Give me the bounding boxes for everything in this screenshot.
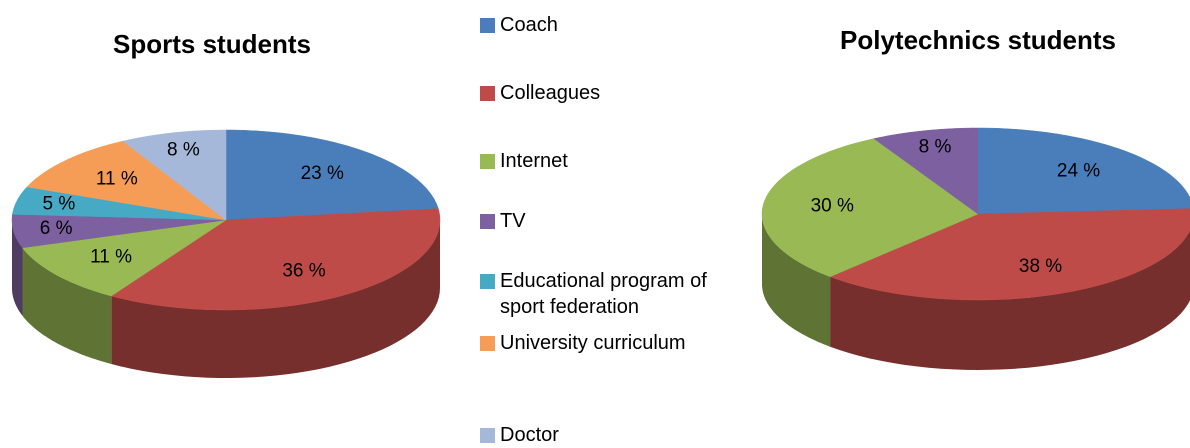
data-label: 36 % [282, 261, 325, 282]
legend-entry: University curriculum [480, 330, 735, 356]
slice [22, 219, 227, 297]
slice [12, 186, 227, 221]
chart-title: Polytechnics students [840, 25, 1116, 55]
slice [11, 214, 227, 249]
slice [26, 140, 227, 221]
slice-side [762, 214, 831, 347]
slice [873, 127, 979, 215]
legend-label: Internet [500, 150, 568, 172]
legend-entry: Doctor [480, 422, 735, 448]
chart-title: Sports students [113, 29, 311, 59]
legend-label: Coach [500, 14, 558, 36]
legend-entry: Coach [480, 12, 735, 38]
legend-label: TV [500, 210, 526, 232]
legend-label: Colleagues [500, 82, 601, 104]
data-label: 11 % [96, 169, 138, 190]
legend-entry: TV [480, 208, 735, 234]
page: Sports students 23 % 36 % 11 % 6 % 5 % 11 % 8 %… [11, 12, 1190, 446]
legend-swatch [480, 154, 495, 169]
data-label: 5 % [43, 193, 76, 214]
slice [829, 208, 1190, 301]
data-label: 24 % [1057, 160, 1100, 181]
legend-swatch [480, 214, 495, 229]
data-label: 6 % [40, 218, 73, 239]
legend-label: University curriculum [500, 332, 686, 354]
legend-entry: Colleagues [480, 80, 735, 106]
slice [761, 138, 979, 277]
legend-swatch [480, 274, 495, 289]
slice [225, 129, 439, 221]
slice [122, 129, 227, 221]
data-label: 23 % [301, 163, 344, 184]
legend-label: Educational program of sport federation [500, 270, 707, 318]
data-label: 8 % [919, 136, 952, 157]
slice [977, 127, 1190, 215]
legend-swatch [480, 86, 495, 101]
data-label: 8 % [167, 139, 200, 160]
data-label: 38 % [1019, 256, 1062, 277]
legend-swatch [480, 336, 495, 351]
legend-label: Doctor [500, 424, 559, 446]
slice-side [830, 230, 1190, 370]
legend-swatch [480, 18, 495, 33]
data-label: 11 % [90, 247, 132, 268]
legend-swatch [480, 428, 495, 443]
slice-side [111, 220, 441, 378]
data-label: 30 % [811, 196, 854, 217]
slice-side [22, 247, 112, 364]
slice-side [12, 220, 23, 316]
slice [110, 208, 441, 311]
charts: Sports students 23 % 36 % 11 % 6 % 5 % 11 % 8 %… [11, 25, 1190, 378]
legend-entry: Internet [480, 148, 735, 174]
legend-entry: Educational program of sport federation [480, 268, 735, 320]
